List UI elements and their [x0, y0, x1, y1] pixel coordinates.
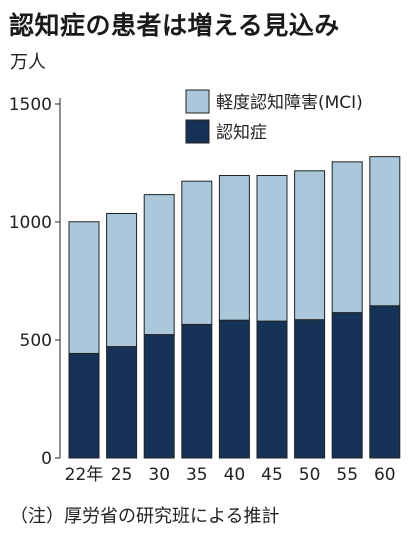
bar-dementia-3: [181, 323, 213, 459]
bar-mci-1: [106, 213, 138, 348]
x-axis: 22年 25 30 35 40 45 50 55 60: [65, 465, 396, 485]
bar-mci-5: [256, 175, 288, 322]
x-tick-label: 40: [224, 465, 246, 485]
bar-dementia-5: [256, 320, 288, 459]
source-note: （注）厚労省の研究班による推計: [10, 506, 280, 527]
y-tick-label: 500: [20, 331, 52, 351]
legend-swatch-mci: [185, 89, 210, 114]
x-tick-label: 50: [299, 465, 321, 485]
x-tick-label: 35: [186, 465, 208, 485]
bar-mci-0: [68, 221, 100, 354]
x-tick-label: 45: [261, 465, 283, 485]
legend-label-dementia: 認知症: [216, 123, 267, 143]
y-tick-label: 1000: [9, 213, 52, 233]
legend: 軽度認知障害(MCI) 認知症: [185, 89, 363, 144]
bar-mci-3: [181, 180, 213, 325]
bar-dementia-4: [218, 319, 250, 459]
bar-mci-8: [369, 156, 401, 307]
bar-dementia-2: [143, 334, 175, 459]
chart-title: 認知症の患者は増える見込み: [9, 11, 340, 40]
x-tick-label: 25: [111, 465, 133, 485]
y-tick-label: 0: [41, 449, 52, 469]
legend-label-mci: 軽度認知障害(MCI): [216, 93, 363, 113]
bar-dementia-0: [68, 352, 100, 459]
bar-dementia-6: [294, 319, 326, 459]
bar-dementia-7: [331, 312, 363, 459]
legend-swatch-dementia: [185, 119, 210, 144]
x-tick-label: 60: [374, 465, 396, 485]
bars: [68, 156, 401, 459]
bar-mci-6: [294, 170, 326, 321]
y-axis-unit: 万人: [10, 52, 46, 73]
y-axis: 0 500 1000 1500: [9, 95, 61, 469]
bar-dementia-1: [106, 346, 138, 459]
bar-mci-2: [143, 194, 175, 336]
x-tick-label: 30: [148, 465, 170, 485]
x-tick-label: 22年: [65, 465, 104, 485]
bar-dementia-8: [369, 305, 401, 459]
y-tick-label: 1500: [9, 95, 52, 115]
bar-mci-4: [218, 175, 250, 321]
bar-mci-7: [331, 161, 363, 314]
x-tick-label: 55: [336, 465, 358, 485]
